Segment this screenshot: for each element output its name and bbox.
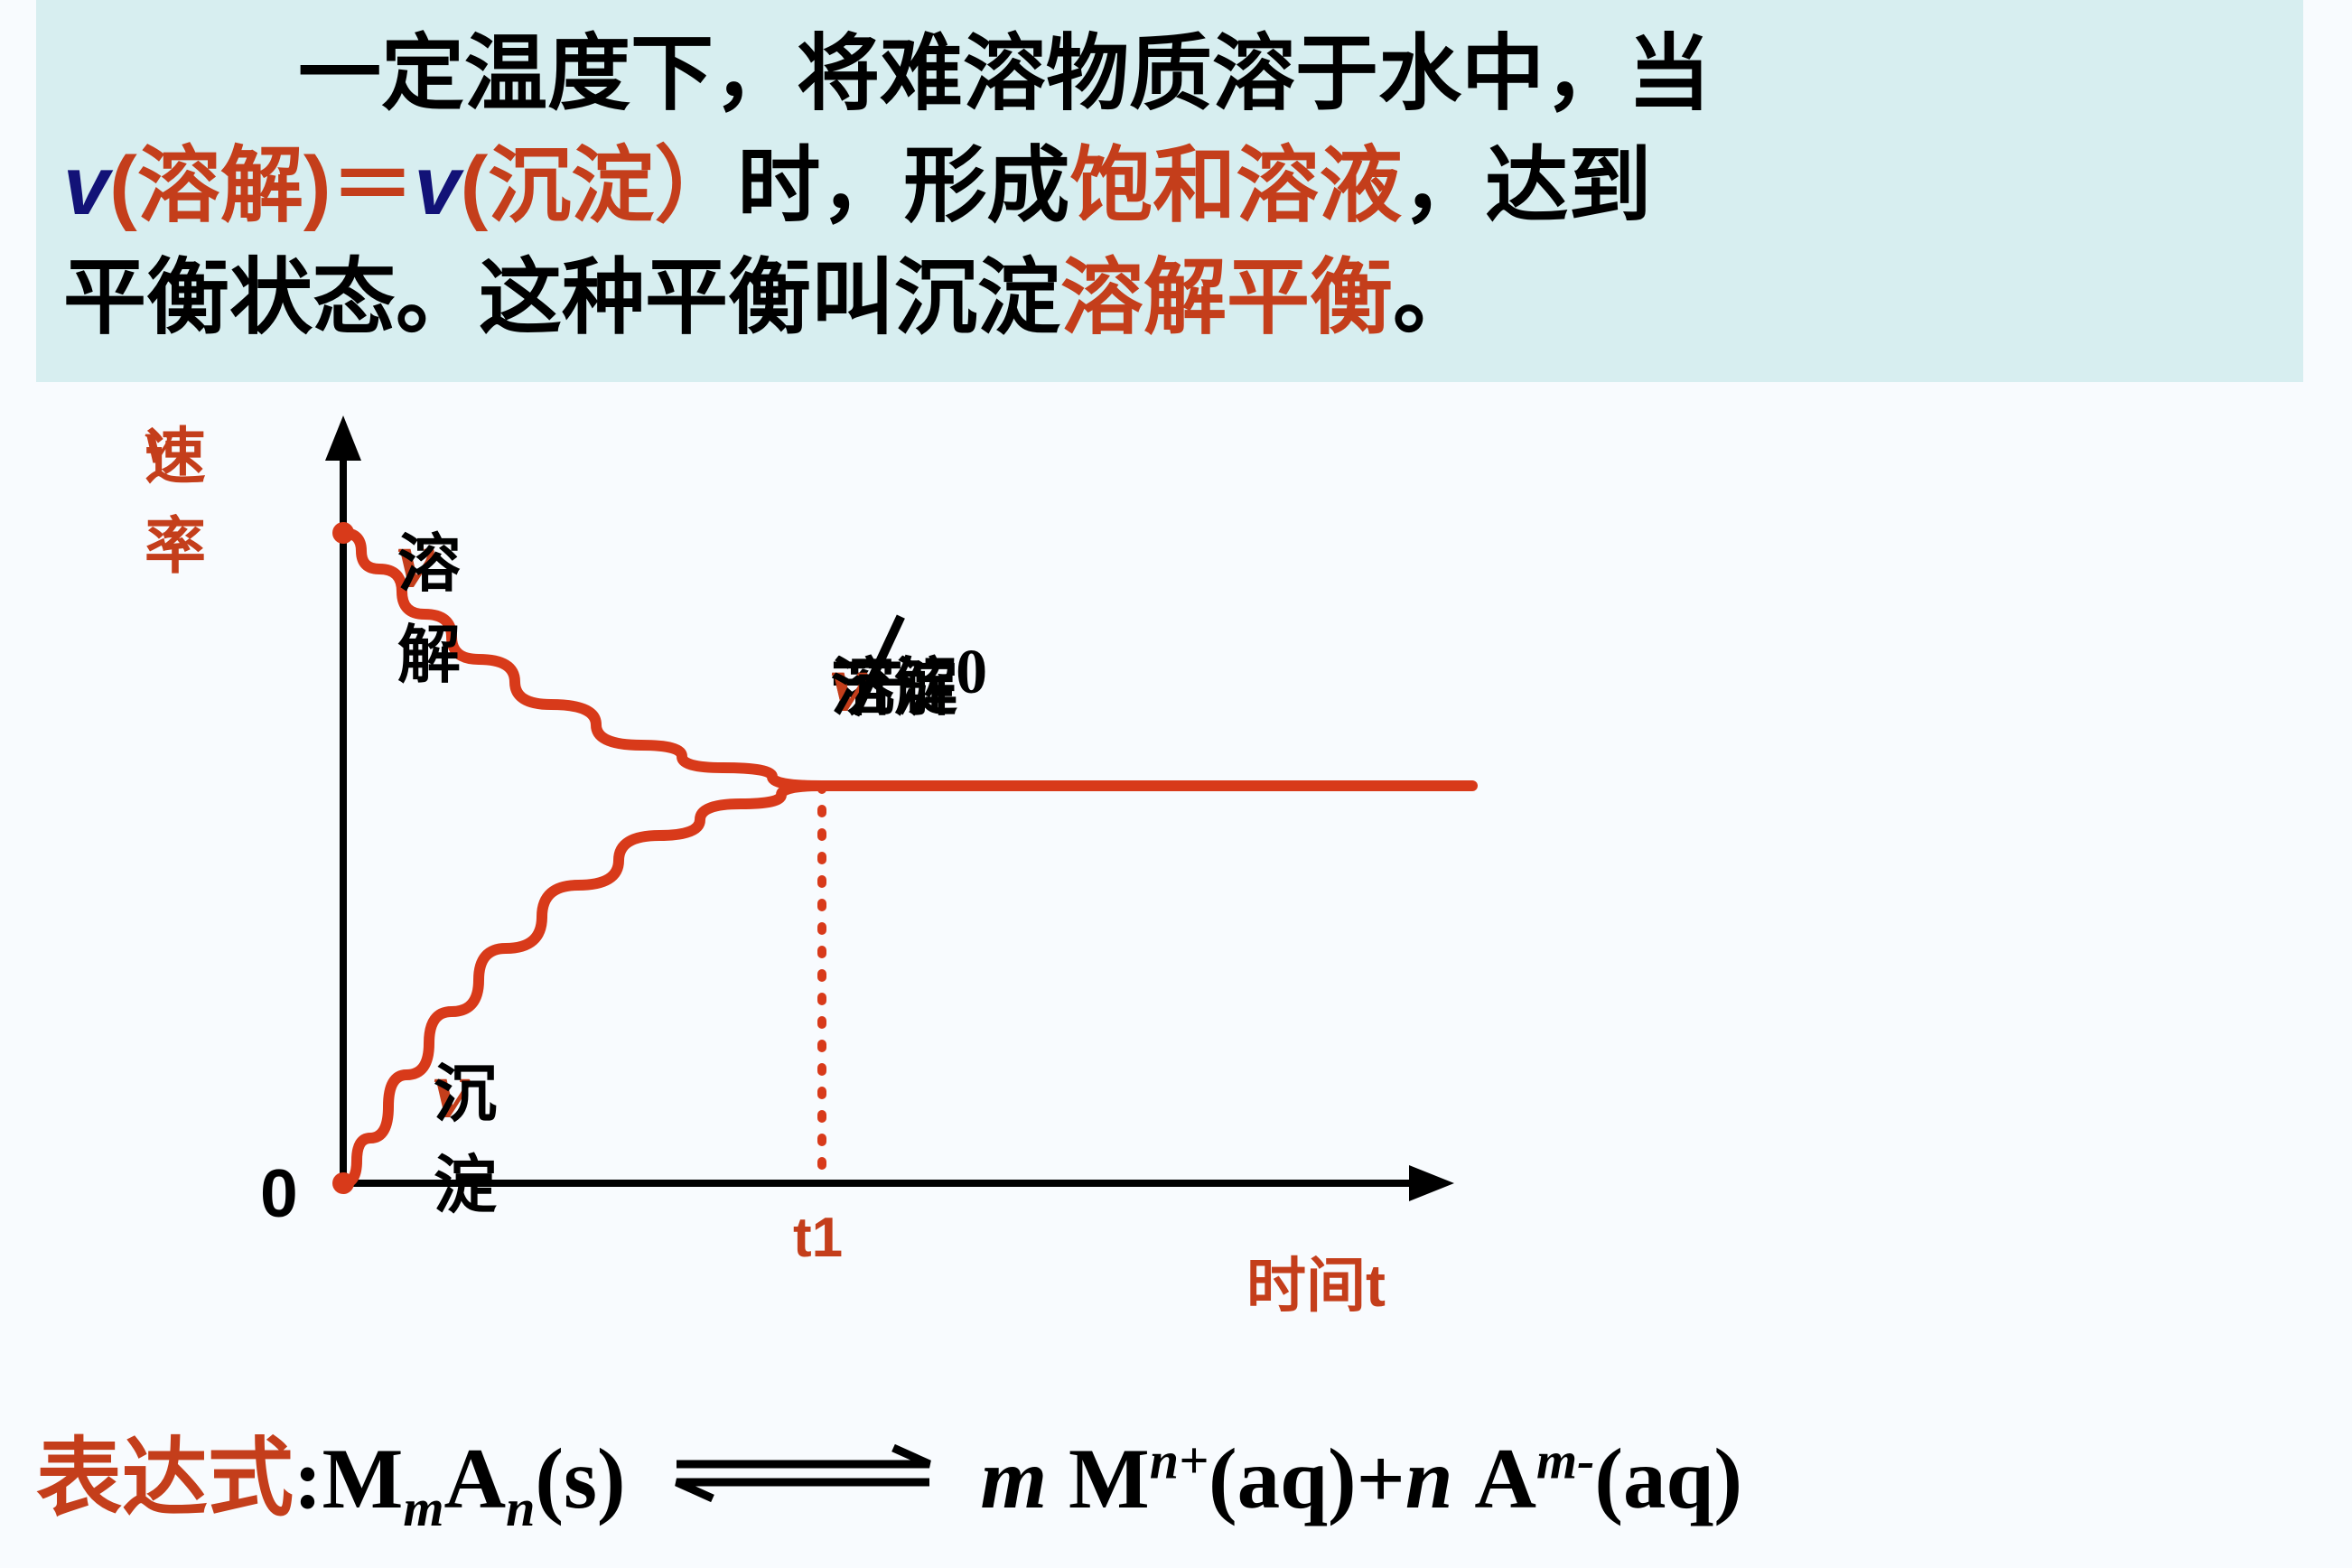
equals-sign: ＝ (331, 140, 414, 232)
precip-word: 沉淀 (488, 140, 654, 232)
formula-rhs: m Mn+(aq)+n Am-(aq) (980, 1431, 1742, 1526)
paren-open-1: ( (109, 140, 137, 232)
equilibrium-expression: 表达式:MmAn(s) m Mn+(aq)+n Am-(aq) (36, 1409, 2312, 1543)
definition-text-block: 一定温度下，将难溶物质溶于水中，当 v(溶解)＝v(沉淀）时，形成饱和溶液，达到… (36, 0, 2303, 382)
rate-vs-time-chart: 速率v 0 时间t t1 v溶解 v沉淀 v溶解 = v沉淀 = 0 (90, 388, 1626, 1346)
formula-label: 表达式 (36, 1431, 294, 1526)
t1-label: t1 (793, 1206, 843, 1270)
dissolution-equilibrium: 溶解平衡 (1060, 252, 1393, 344)
text-line3-tail: 。 (1393, 252, 1476, 344)
x-axis-label: 时间t (1246, 1237, 1386, 1324)
equilibrium-annotation: v溶解 = v沉淀 = 0 (831, 637, 956, 709)
text-line3a: 平衡状态。这种平衡叫沉淀 (63, 252, 1060, 344)
equilibrium-arrow-icon (667, 1426, 938, 1525)
formula-lhs: MmAn(s) (322, 1431, 626, 1526)
text-mid: 时，形成 (737, 140, 1069, 232)
text-tail-2: ，达到 (1402, 140, 1651, 232)
v-dissolve-symbol: v (63, 140, 109, 232)
chart-svg (90, 388, 1626, 1346)
paren-open-2: ( (461, 140, 489, 232)
paren-close-1: ) (303, 140, 331, 232)
origin-label: 0 (260, 1154, 298, 1232)
text-line1: 一定温度下，将难溶物质溶于水中，当 (298, 28, 1711, 120)
dissolve-word: 溶解 (137, 140, 303, 232)
paren-close-2: ） (654, 140, 737, 232)
saturated-solution: 饱和溶液 (1069, 140, 1402, 232)
not-equal-sign: = (866, 637, 903, 709)
v-precip-symbol: v (414, 140, 460, 232)
